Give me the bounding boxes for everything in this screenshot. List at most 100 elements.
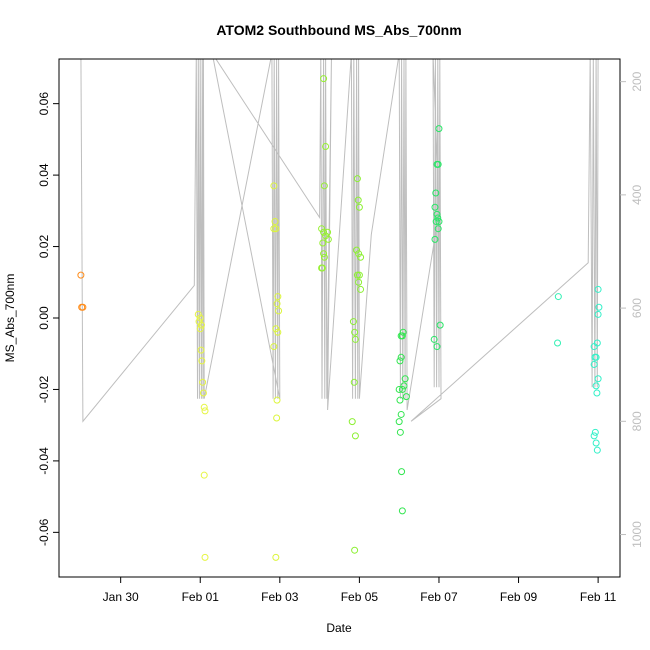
data-point-69 [396,396,404,404]
data-point-7 [198,357,206,365]
data-point-35 [324,228,332,236]
data-point-19 [270,225,278,233]
data-point-56 [348,418,356,426]
data-point-62 [396,357,404,365]
data-point-64 [395,385,403,393]
data-point-54 [351,335,359,343]
right-tick-label-4: 1000 [630,521,644,548]
data-point-18 [272,225,280,233]
data-point-9 [199,389,207,397]
y-tick-label-4: 0.02 [37,235,51,259]
x-tick-label-2: Feb 03 [261,590,299,604]
plot-frame [58,58,621,578]
data-point-29 [320,75,328,83]
data-point-97 [592,353,600,361]
data-point-23 [272,325,280,333]
y-axis-label: MS_Abs_700nm [3,274,17,363]
data-point-3 [194,310,202,318]
data-point-37 [319,239,327,247]
data-point-102 [591,428,599,436]
data-point-83 [435,218,443,226]
data-point-30 [322,143,330,151]
right-axis: 200 400 600 800 1000 [620,71,644,548]
x-tick-label-5: Feb 09 [500,590,538,604]
data-point-16 [270,182,278,190]
data-point-99 [594,375,602,383]
data-point-71 [395,418,403,426]
data-point-91 [594,285,602,293]
data-point-17 [271,218,279,226]
data-point-2 [79,303,87,311]
data-point-27 [273,414,281,422]
x-tick-label-3: Feb 05 [341,590,379,604]
data-point-66 [401,375,409,383]
y-tick-label-5: 0.04 [37,163,51,187]
data-point-21 [273,300,281,308]
data-point-57 [351,432,359,440]
data-point-86 [436,321,444,329]
data-point-36 [324,235,332,243]
data-point-10 [200,403,208,411]
data-point-60 [399,328,407,336]
x-tick-label-1: Feb 01 [182,590,220,604]
data-point-51 [357,285,365,293]
y-tick-label-0: -0.06 [37,518,51,546]
y-tick-label-3: 0.00 [37,306,51,330]
data-point-68 [402,393,410,401]
data-point-44 [355,203,363,211]
data-point-55 [350,378,358,386]
data-point-67 [400,382,408,390]
right-tick-label-3: 800 [630,411,644,431]
data-point-41 [318,264,326,272]
plot-area [77,59,603,561]
data-point-78 [432,189,440,197]
data-point-77 [434,160,442,168]
data-point-46 [355,250,363,258]
data-point-43 [354,196,362,204]
data-point-25 [270,343,278,351]
y-tick-label-1: -0.04 [37,447,51,475]
data-point-95 [590,343,598,351]
data-point-49 [355,271,363,279]
data-point-84 [434,225,442,233]
data-points [77,75,603,561]
data-point-0 [77,271,85,279]
data-point-105 [593,446,601,454]
data-point-47 [357,253,365,261]
data-point-92 [595,303,603,311]
data-point-45 [353,246,361,254]
data-point-89 [554,293,562,301]
data-point-79 [431,203,439,211]
data-point-48 [353,271,361,279]
data-point-39 [320,253,328,261]
data-point-32 [318,225,326,233]
data-point-38 [320,250,328,258]
data-point-12 [200,471,208,479]
data-point-14 [196,314,204,322]
altitude-track [80,59,599,423]
data-point-70 [397,410,405,418]
data-point-82 [432,218,440,226]
data-point-65 [398,385,406,393]
data-point-101 [593,389,601,397]
data-point-52 [349,318,357,326]
data-point-8 [199,378,207,386]
data-point-72 [396,428,404,436]
data-point-6 [197,346,205,354]
data-point-50 [355,278,363,286]
data-point-81 [434,214,442,222]
data-point-73 [398,468,406,476]
data-point-31 [320,182,328,190]
altitude-line [80,59,599,423]
data-point-90 [554,339,562,347]
data-point-33 [320,228,328,236]
x-tick-label-0: Jan 30 [103,590,139,604]
data-point-98 [590,360,598,368]
data-point-20 [274,293,282,301]
data-point-88 [433,343,441,351]
data-point-61 [398,332,406,340]
data-point-74 [398,507,406,515]
chart-title: ATOM2 Southbound MS_Abs_700nm [216,22,461,38]
data-point-85 [431,235,439,243]
data-point-104 [592,439,600,447]
